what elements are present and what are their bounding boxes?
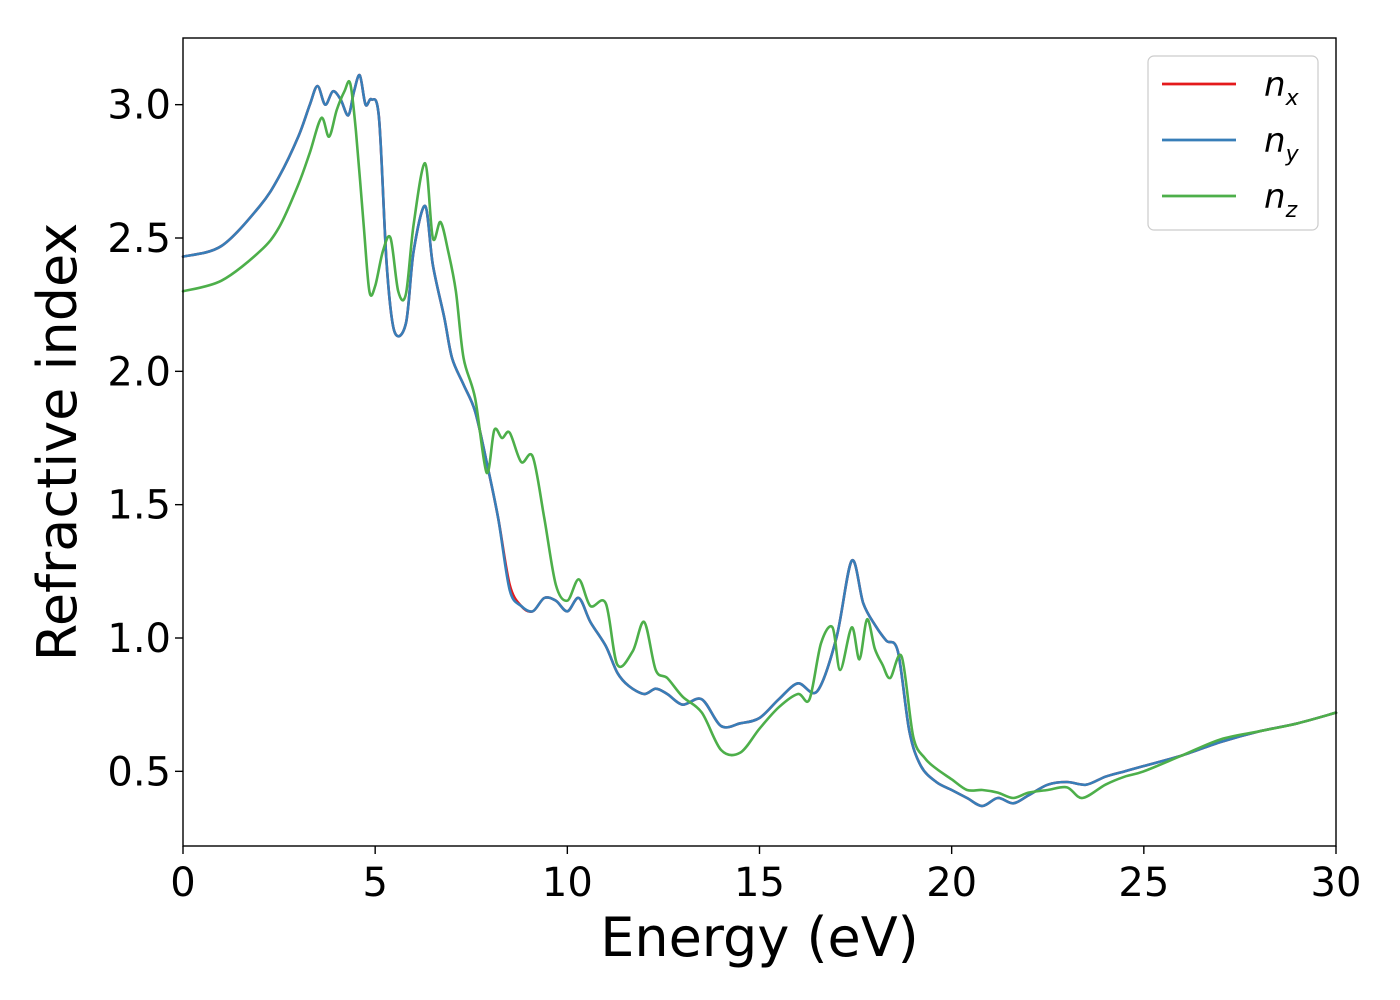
x-tick-label: 15 — [734, 860, 785, 906]
x-tick-label: 5 — [362, 860, 387, 906]
y-axis-ticks: 0.5 1.0 1.5 2.0 2.5 3.0 — [107, 83, 183, 795]
legend-label-subscript: y — [1285, 142, 1300, 167]
x-tick-label: 25 — [1118, 860, 1169, 906]
x-tick-label: 20 — [926, 860, 977, 906]
x-tick-label: 30 — [1311, 860, 1362, 906]
y-tick-label: 2.5 — [107, 216, 171, 262]
x-tick-label: 0 — [170, 860, 195, 906]
legend-label-subscript: x — [1285, 86, 1300, 111]
legend-label-n-x: nx — [1264, 65, 1300, 111]
legend-label-base: n — [1264, 177, 1286, 217]
series-line-n-z — [181, 79, 1338, 800]
legend-label-n-z: nz — [1264, 177, 1298, 223]
series-line-n-y — [181, 73, 1338, 808]
x-axis-title: Energy (eV) — [600, 906, 919, 969]
legend-label-base: n — [1264, 65, 1286, 105]
y-tick-label: 3.0 — [107, 83, 171, 129]
x-tick-label: 10 — [542, 860, 593, 906]
legend-label-n-y: ny — [1264, 121, 1300, 167]
y-tick-label: 0.5 — [107, 749, 171, 795]
legend-label-subscript: z — [1285, 198, 1298, 223]
y-tick-label: 1.0 — [107, 616, 171, 662]
y-axis-title: Refractive index — [26, 223, 89, 662]
y-tick-label: 1.5 — [107, 483, 171, 529]
legend-frame — [1147, 55, 1319, 231]
y-tick-label: 2.0 — [107, 349, 171, 395]
legend-label-base: n — [1264, 121, 1286, 161]
series-layer — [181, 73, 1338, 808]
x-axis-ticks: 0 5 10 15 20 25 30 — [170, 846, 1361, 906]
